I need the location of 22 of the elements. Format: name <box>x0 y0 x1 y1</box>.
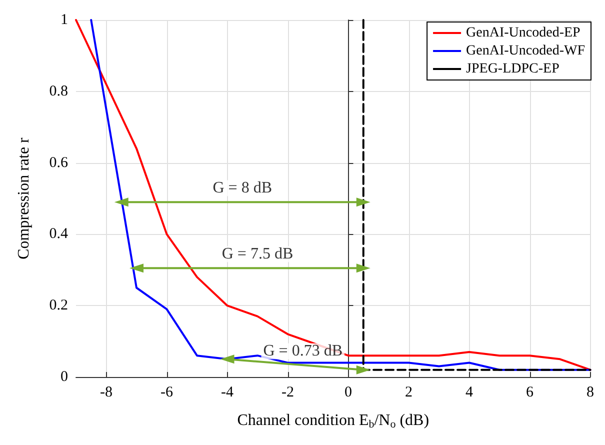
annotation: G = 7.5 dB <box>222 246 294 263</box>
y-tick-label: 0.6 <box>49 154 68 171</box>
x-tick-label: -8 <box>100 384 112 400</box>
x-tick-label: 4 <box>466 384 474 400</box>
y-tick-label: 0.2 <box>49 298 68 314</box>
x-tick-label: -6 <box>160 384 174 400</box>
y-tick-label: 0 <box>60 369 68 385</box>
legend-label: GenAI-Uncoded-WF <box>466 44 586 58</box>
x-tick-label: -2 <box>282 384 294 400</box>
annotation: G = 0.73 dB <box>263 342 342 360</box>
x-tick-label: 6 <box>526 384 534 400</box>
y-tick-label: 0.8 <box>49 83 68 100</box>
x-tick-label: 8 <box>586 384 594 400</box>
x-tick-label: 0 <box>344 384 352 400</box>
annotation: G = 8 dB <box>212 180 272 197</box>
y-axis-title: Compression rate r <box>16 136 32 260</box>
y-tick-label: 1 <box>60 12 68 28</box>
x-tick-label: 2 <box>405 384 412 400</box>
legend-label: GenAI-Uncoded-EP <box>466 26 581 40</box>
legend-label: JPEG-LDPC-EP <box>466 62 560 76</box>
y-tick-label: 0.4 <box>49 226 68 242</box>
x-tick-label: -4 <box>221 384 234 400</box>
